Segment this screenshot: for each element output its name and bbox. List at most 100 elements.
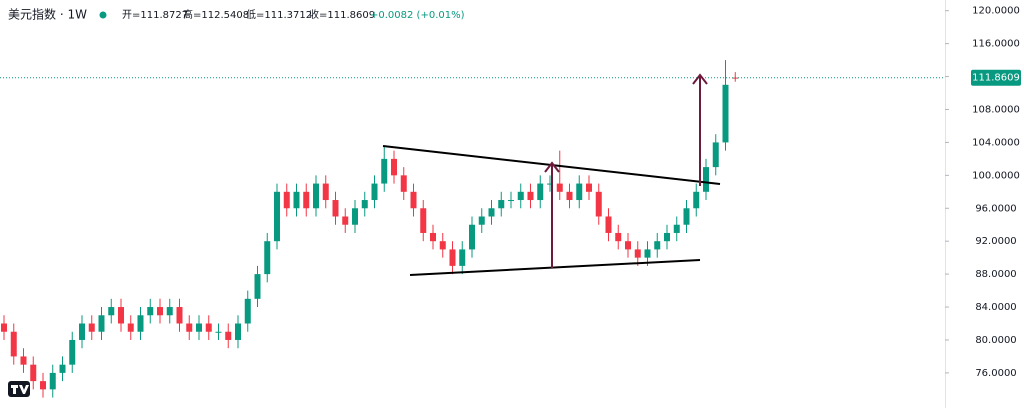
candle-body xyxy=(517,191,524,201)
candle-body xyxy=(400,175,407,192)
plot xyxy=(0,60,945,398)
candle-body xyxy=(449,249,456,266)
y-tick-label: 116.0000 xyxy=(972,39,1020,50)
candle-body xyxy=(108,307,115,316)
candle-body xyxy=(556,183,563,192)
candle-body xyxy=(391,158,397,176)
candle-body xyxy=(157,307,163,316)
candle-body xyxy=(166,307,173,316)
arrow xyxy=(692,73,708,186)
candle-body xyxy=(469,224,475,250)
candle-body xyxy=(176,307,183,324)
candle-body xyxy=(293,191,300,209)
candle-body xyxy=(644,249,651,258)
y-tick-label: 108.0000 xyxy=(972,104,1020,115)
y-tick-label: 92.0000 xyxy=(975,236,1016,247)
candle-body xyxy=(186,323,193,332)
candle-body xyxy=(235,323,241,340)
candle-body xyxy=(683,208,690,225)
candle-body xyxy=(527,191,534,201)
legend-low: 低=111.3712 xyxy=(246,8,312,21)
candle-body xyxy=(254,274,261,299)
candle-body xyxy=(274,191,280,242)
candle-body xyxy=(79,323,85,340)
candle-body xyxy=(654,241,661,250)
status-dot xyxy=(99,11,107,19)
candle-body xyxy=(439,241,446,250)
candle-body xyxy=(59,364,66,373)
trendline xyxy=(409,259,701,276)
candle-body xyxy=(313,183,319,209)
candle-body xyxy=(215,331,222,333)
candle-body xyxy=(20,356,27,365)
candle-body xyxy=(332,200,339,217)
y-tick-label: 76.0000 xyxy=(975,368,1016,379)
candle-body xyxy=(342,216,349,225)
candle-body xyxy=(88,323,95,332)
candle-body xyxy=(137,315,144,332)
candle-body xyxy=(40,381,46,390)
candle-body xyxy=(127,323,134,332)
last-price-label: 111.8609 xyxy=(972,73,1020,84)
candle-body xyxy=(430,232,436,242)
candle-body xyxy=(420,208,427,233)
y-tick-label: 100.0000 xyxy=(972,170,1020,181)
legend-close: 收=111.8609 xyxy=(309,8,375,21)
candle-body xyxy=(625,241,631,250)
candle-body xyxy=(352,208,358,225)
candle-body xyxy=(498,200,505,209)
candle-body xyxy=(30,364,37,382)
candle-body xyxy=(283,191,290,209)
candle-body xyxy=(703,167,709,192)
candle-body xyxy=(566,191,573,201)
candle-body xyxy=(634,249,641,258)
candle-body xyxy=(371,183,378,201)
candle-body xyxy=(488,208,495,217)
candle-body xyxy=(264,241,271,275)
candle-body xyxy=(381,158,388,184)
candle-body xyxy=(547,183,553,185)
candle-body xyxy=(1,323,7,332)
candle-body xyxy=(205,323,212,332)
candle-body xyxy=(322,183,329,201)
candle-body xyxy=(508,200,514,202)
candle-body xyxy=(361,200,368,209)
candle-body xyxy=(615,232,622,242)
candle-body xyxy=(303,191,310,209)
candle-body xyxy=(196,323,202,332)
y-tick-label: 104.0000 xyxy=(972,137,1020,148)
candle-body xyxy=(244,298,251,324)
legend-change: +0.0082 (+0.01%) xyxy=(370,10,465,21)
candle-body xyxy=(225,331,232,340)
y-tick-label: 88.0000 xyxy=(975,269,1016,280)
y-tick-label: 120.0000 xyxy=(972,6,1020,17)
candle-body xyxy=(693,191,700,209)
candle-body xyxy=(576,183,583,201)
y-tick-label: 80.0000 xyxy=(975,335,1016,346)
candle-body xyxy=(664,232,670,242)
candle-body xyxy=(147,307,154,316)
candle-body xyxy=(673,224,680,233)
candle-body xyxy=(69,339,76,365)
candle-body xyxy=(712,142,719,168)
legend-open: 开=111.8727 xyxy=(122,10,188,21)
legend-high: 高=112.5408 xyxy=(183,8,249,21)
logo xyxy=(8,381,30,397)
candle-body xyxy=(459,249,466,266)
y-tick-label: 84.0000 xyxy=(975,302,1016,313)
arrow xyxy=(544,161,560,268)
candle-body xyxy=(10,331,17,357)
candle-body xyxy=(98,315,105,332)
symbol-title: 美元指数 · 1W xyxy=(8,7,87,22)
candle-body xyxy=(595,191,602,217)
candle-body xyxy=(478,216,485,225)
last-price-box xyxy=(971,69,1021,86)
candle-body xyxy=(605,216,612,233)
candle-body xyxy=(118,307,124,324)
candle-body xyxy=(49,372,56,390)
y-tick-label: 96.0000 xyxy=(975,203,1016,214)
candle-body xyxy=(586,183,592,192)
candle-body xyxy=(722,84,729,143)
